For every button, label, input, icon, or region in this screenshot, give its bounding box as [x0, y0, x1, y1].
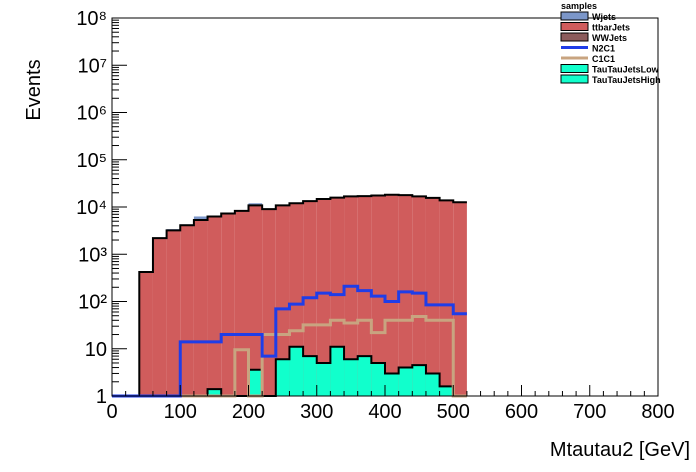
legend-swatch: [560, 11, 589, 21]
wjets-bar: [248, 203, 263, 206]
stack-bar: [221, 213, 235, 396]
tautau-bar: [344, 359, 358, 396]
tautau-bar: [330, 346, 345, 396]
y-tick-label: 10: [85, 339, 107, 361]
tautau-bar: [385, 373, 399, 396]
legend-entry-label: ttbarJets: [592, 23, 630, 33]
y-tick-label: 10⁸: [76, 8, 107, 30]
stack-outline: [112, 193, 467, 397]
x-tick-label: 400: [368, 401, 401, 423]
stack-bar: [275, 205, 290, 396]
tautau-bar: [425, 373, 440, 396]
y-tick-label: 10⁶: [77, 103, 107, 125]
stack-bar: [234, 210, 249, 396]
legend-swatch: [560, 32, 589, 42]
stack-bar: [357, 196, 372, 396]
x-tick-label: 100: [164, 401, 197, 423]
stack-bar: [398, 195, 413, 396]
tautau-bar: [316, 362, 331, 396]
stack-bar: [453, 202, 467, 396]
x-tick-label: 600: [505, 401, 538, 423]
tautau-bar: [398, 367, 413, 396]
x-tick-label: 500: [437, 401, 470, 423]
stack-bar: [412, 196, 426, 396]
stack-bar: [207, 216, 222, 396]
legend-entry-label: TauTauJetsHigh: [592, 75, 661, 85]
y-tick-label: 10³: [78, 244, 107, 266]
y-tick-label: 10⁵: [76, 150, 107, 172]
tautau-bar: [371, 362, 385, 396]
stack-bar: [425, 197, 440, 396]
stack-bar: [248, 205, 263, 396]
tautau-bar: [289, 346, 304, 396]
tautau-bar: [207, 389, 222, 396]
x-axis-title: Mtautau2 [GeV]: [550, 439, 690, 461]
y-axis-title: Events: [23, 59, 45, 120]
stack-bar: [385, 194, 399, 396]
legend-entry-label: N2C1: [592, 44, 615, 54]
stack-bar: [139, 272, 153, 396]
y-tick-label: 10⁷: [78, 55, 107, 77]
y-tick-label: 10²: [78, 292, 107, 314]
axes: 0 100 200 300 400 500 600 700 800 1 10 10² 10³ 10⁴ 10⁵…: [76, 8, 675, 423]
tautau-bar: [357, 356, 372, 396]
x-tick-label: 700: [573, 401, 606, 423]
tautau-bar: [439, 386, 454, 396]
stack-bar: [316, 198, 331, 396]
tautau-bar: [412, 365, 426, 396]
stack-bar: [439, 200, 454, 396]
tautau-bar: [303, 356, 317, 396]
y-tick-label: 1: [96, 386, 107, 408]
tautau-bar: [275, 359, 290, 396]
wjets-bar: [193, 216, 208, 221]
legend-swatch: [560, 22, 589, 31]
tautau-bar: [248, 369, 263, 396]
legend-swatch: [560, 74, 589, 84]
y-tick-label: 10⁴: [76, 197, 107, 219]
legend-swatch: [560, 64, 589, 73]
x-tick-label: 200: [232, 401, 265, 423]
x-tick-label: 300: [300, 401, 333, 423]
legend: samples WjetsttbarJetsWWJetsN2C1C1C1TauT…: [560, 1, 661, 85]
legend-entry-label: Wjets: [592, 12, 616, 22]
legend-entry-label: WWJets: [592, 33, 627, 43]
x-tick-label: 800: [641, 401, 674, 423]
stack-bar: [180, 225, 194, 396]
legend-entry-label: C1C1: [592, 54, 615, 64]
stack-bar: [152, 238, 167, 396]
n2c1-line: [112, 284, 467, 398]
stack-bar: [344, 196, 358, 396]
x-tick-label: 0: [106, 401, 117, 423]
legend-entry-label: TauTauJetsLow: [592, 65, 660, 75]
legend-title: samples: [561, 1, 597, 11]
stack-bar: [193, 220, 208, 396]
stack-bar: [262, 209, 276, 396]
stack-bar: [166, 230, 181, 396]
